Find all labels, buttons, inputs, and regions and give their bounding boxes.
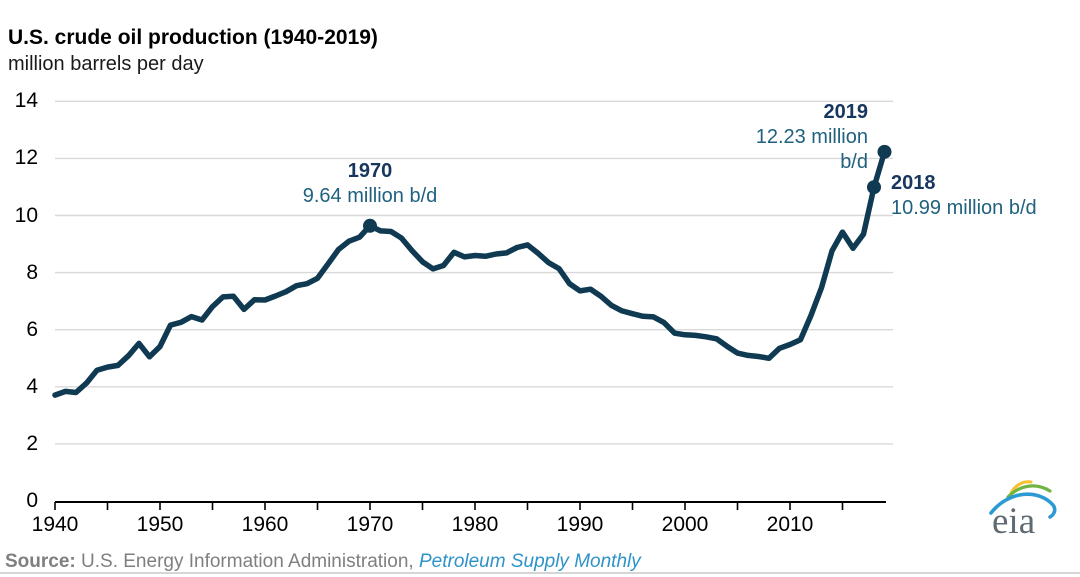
data-point-marker	[877, 144, 892, 159]
chart-title: U.S. crude oil production (1940-2019)	[8, 26, 378, 49]
eia-logo-text: eia	[992, 501, 1035, 542]
y-tick-label: 14	[14, 89, 38, 113]
x-tick-label: 1980	[451, 513, 499, 536]
source-attribution: Source: U.S. Energy Information Administ…	[5, 551, 641, 573]
x-tick-label: 1940	[31, 513, 79, 536]
annotation-1970: 1970 9.64 million b/d	[270, 159, 470, 209]
data-point-marker	[363, 218, 377, 233]
annotation-2019-value-line2: b/d	[840, 151, 868, 173]
eia-logo-yellow-swoosh	[1009, 480, 1033, 495]
annotation-1970-value: 9.64 million b/d	[302, 185, 438, 207]
x-tick-label: 2010	[766, 513, 814, 536]
x-tick-label: 1970	[346, 513, 394, 536]
source-text: U.S. Energy Information Administration,	[81, 551, 414, 572]
y-tick-label: 4	[26, 374, 38, 398]
bottom-divider	[0, 572, 1080, 574]
annotation-2019-year: 2019	[823, 101, 869, 123]
annotation-2019: 2019 12.23 million b/d	[668, 100, 868, 175]
y-tick-label: 2	[26, 431, 38, 455]
x-tick-label: 1990	[556, 513, 604, 536]
eia-logo: eia	[989, 480, 1057, 542]
y-tick-label: 12	[14, 146, 38, 170]
annotation-2018-year: 2018	[891, 172, 936, 194]
chart-subtitle: million barrels per day	[8, 53, 204, 75]
y-tick-label: 6	[26, 317, 38, 341]
source-prefix: Source:	[5, 551, 76, 572]
production-line	[52, 149, 888, 398]
source-publication-link[interactable]: Petroleum Supply Monthly	[418, 551, 641, 572]
annotation-2018: 2018 10.99 million b/d	[891, 171, 1080, 221]
x-tick-label: 2000	[661, 513, 709, 536]
annotation-2019-value-line1: 12.23 million	[755, 126, 868, 148]
y-tick-label: 0	[26, 489, 38, 512]
data-point-marker	[867, 180, 881, 195]
annotation-1970-year: 1970	[347, 160, 393, 182]
y-tick-label: 10	[14, 203, 38, 227]
eia-logo-blue-swoosh	[989, 492, 1057, 519]
eia-logo-green-swoosh	[1006, 484, 1052, 499]
x-tick-label: 1960	[241, 513, 289, 536]
y-tick-label: 8	[26, 260, 38, 284]
annotation-2018-value: 10.99 million b/d	[891, 197, 1037, 219]
x-tick-label: 1950	[136, 513, 184, 536]
